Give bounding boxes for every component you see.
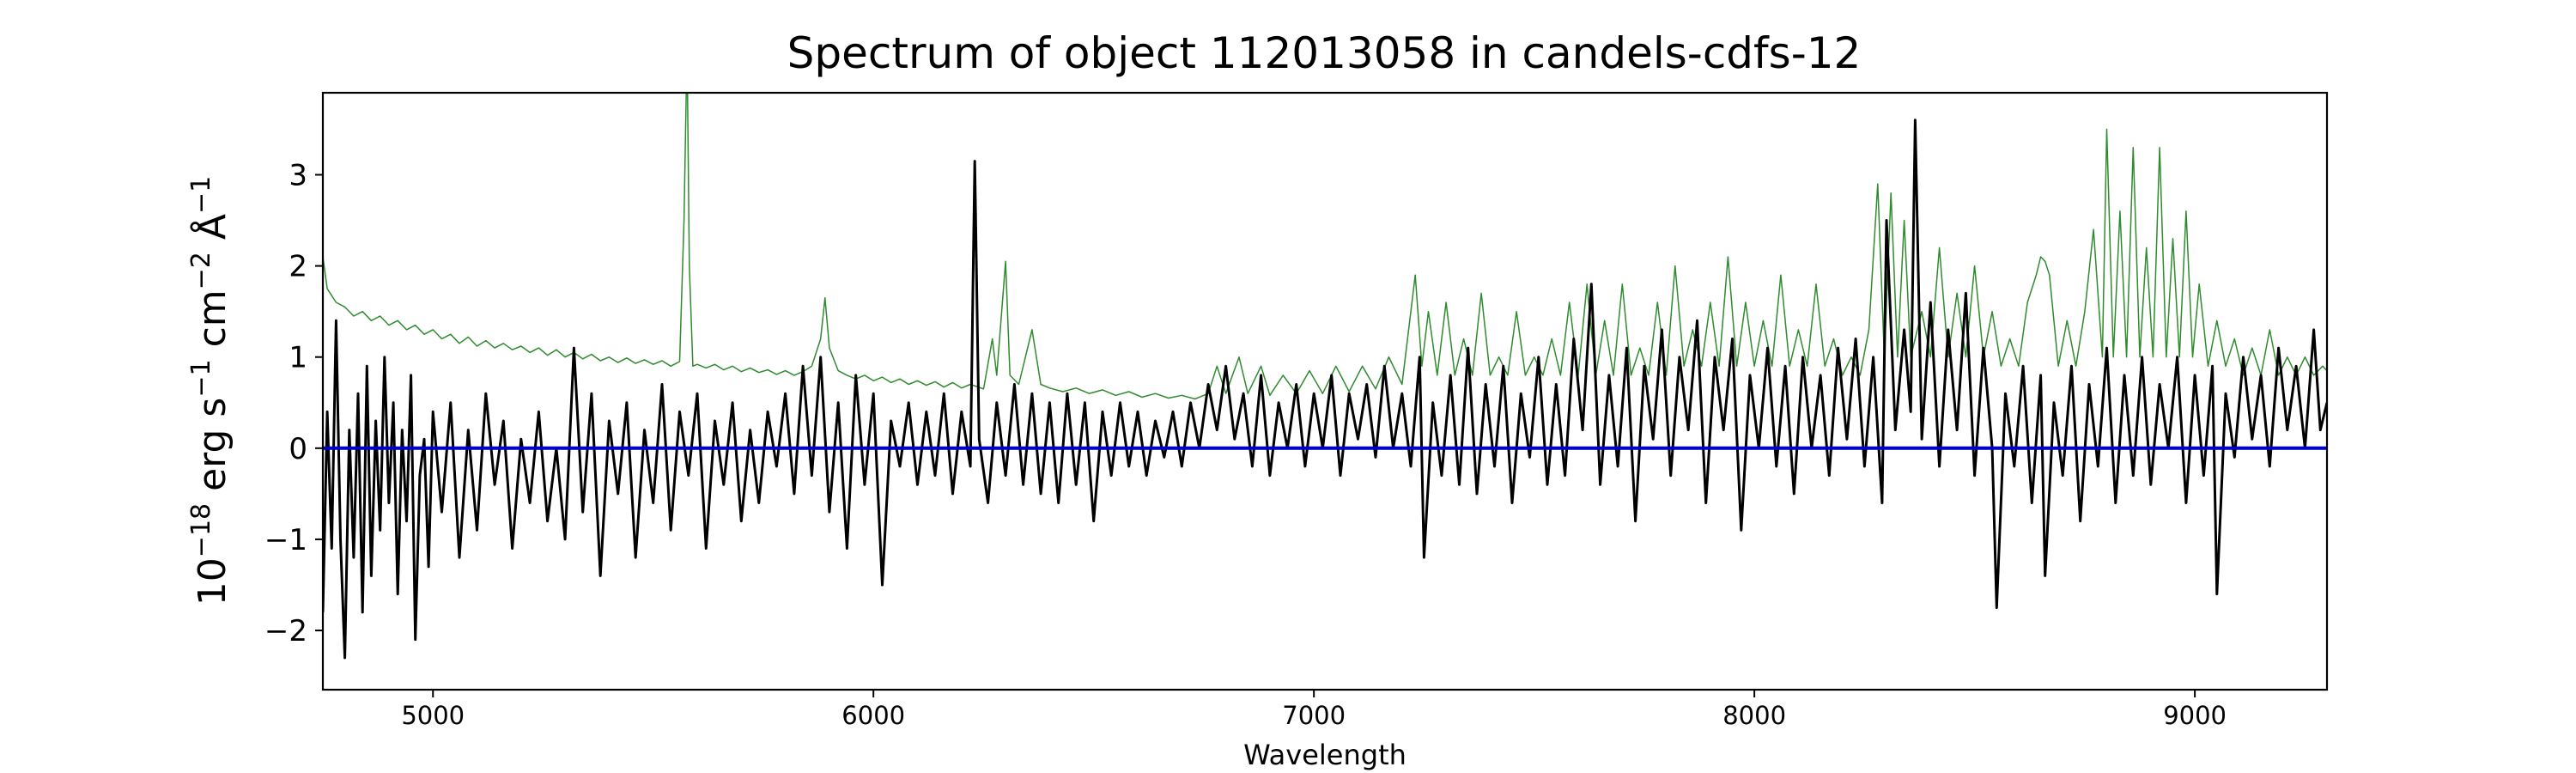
- y-label-exp: −18: [186, 503, 216, 557]
- chart-title: Spectrum of object 112013058 in candels-…: [787, 28, 1862, 78]
- y-tick-label: 0: [289, 432, 307, 466]
- flux-series-line: [323, 119, 2327, 660]
- x-tick-label: 9000: [2163, 701, 2227, 730]
- plot-frame: [321, 91, 2329, 691]
- y-tick-label: −2: [264, 614, 307, 648]
- y-label-unit1: erg s: [191, 398, 234, 503]
- y-label-base: 10: [191, 557, 234, 606]
- y-label-unit2: cm: [191, 289, 234, 359]
- y-axis: −2 −1 0 1 2 3: [264, 158, 323, 648]
- y-tick-label: 1: [289, 341, 307, 375]
- y-tick-label: 3: [289, 158, 307, 192]
- y-tick-label: 2: [289, 250, 307, 284]
- x-tick-label: 8000: [1722, 701, 1786, 730]
- model-series-line: [323, 93, 2327, 400]
- x-tick-label: 6000: [841, 701, 905, 730]
- x-axis-label: Wavelength: [1243, 739, 1406, 771]
- plot-area: [321, 91, 2329, 691]
- y-label-exp1: −1: [186, 359, 216, 397]
- y-tick-label: −1: [264, 523, 307, 557]
- y-label-unit3: Å: [189, 214, 234, 252]
- x-tick-label: 5000: [401, 701, 465, 730]
- y-axis-label: 10−18 erg s−1 cm−2 Å−1: [186, 176, 234, 606]
- y-label-exp2: −2: [186, 252, 216, 289]
- x-tick-label: 7000: [1282, 701, 1346, 730]
- y-label-exp3: −1: [186, 176, 216, 214]
- x-axis: 5000 6000 7000 8000 9000: [401, 690, 2227, 730]
